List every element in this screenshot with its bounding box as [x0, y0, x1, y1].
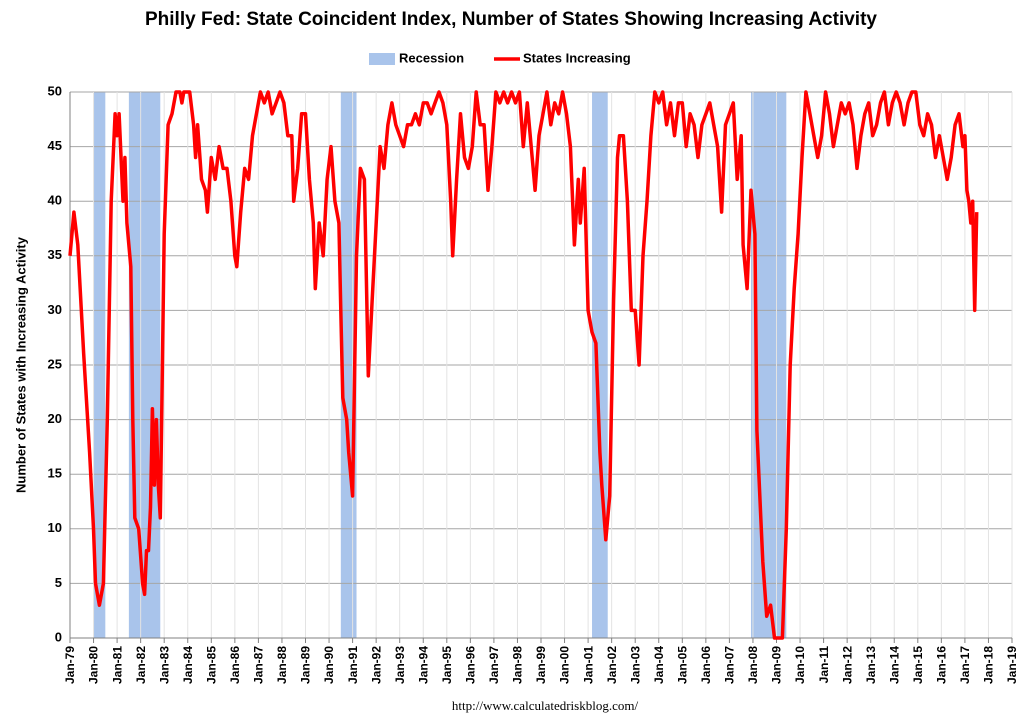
x-tick-label: Jan-86: [228, 646, 242, 684]
y-tick-label: 15: [48, 466, 62, 481]
x-tick-label: Jan-18: [982, 646, 996, 684]
x-tick-label: Jan-84: [181, 646, 195, 684]
x-tick-label: Jan-12: [840, 646, 854, 684]
x-tick-label: Jan-10: [793, 646, 807, 684]
legend-label: States Increasing: [523, 50, 631, 65]
x-tick-label: Jan-98: [511, 646, 525, 684]
y-axis-label: Number of States with Increasing Activit…: [13, 236, 28, 493]
y-tick-label: 0: [55, 629, 62, 644]
x-tick-label: Jan-83: [157, 646, 171, 684]
x-tick-label: Jan-82: [134, 646, 148, 684]
x-tick-label: Jan-14: [887, 646, 901, 684]
x-tick-label: Jan-01: [581, 646, 595, 684]
x-tick-label: Jan-19: [1005, 646, 1019, 684]
x-tick-label: Jan-00: [558, 646, 572, 684]
legend-swatch: [369, 53, 395, 65]
x-tick-label: Jan-07: [723, 646, 737, 684]
legend-label: Recession: [399, 50, 464, 65]
x-tick-label: Jan-90: [322, 646, 336, 684]
chart-title: Philly Fed: State Coincident Index, Numb…: [145, 9, 877, 30]
y-tick-label: 5: [55, 575, 62, 590]
y-tick-label: 50: [48, 83, 62, 98]
x-tick-label: Jan-89: [299, 646, 313, 684]
y-tick-label: 25: [48, 356, 62, 371]
x-tick-label: Jan-81: [110, 646, 124, 684]
x-tick-label: Jan-87: [252, 646, 266, 684]
y-tick-label: 10: [48, 520, 62, 535]
x-tick-label: Jan-92: [369, 646, 383, 684]
y-tick-label: 45: [48, 138, 62, 153]
x-tick-label: Jan-96: [464, 646, 478, 684]
x-tick-label: Jan-99: [534, 646, 548, 684]
y-tick-label: 35: [48, 247, 62, 262]
x-tick-label: Jan-13: [864, 646, 878, 684]
x-tick-label: Jan-88: [275, 646, 289, 684]
x-tick-label: Jan-04: [652, 646, 666, 684]
x-tick-label: Jan-91: [346, 646, 360, 684]
y-tick-label: 40: [48, 193, 62, 208]
x-tick-label: Jan-16: [935, 646, 949, 684]
x-tick-label: Jan-17: [958, 646, 972, 684]
source: http://www.calculatedriskblog.com/: [452, 698, 639, 713]
x-tick-label: Jan-93: [393, 646, 407, 684]
x-tick-label: Jan-15: [911, 646, 925, 684]
x-tick-label: Jan-11: [817, 646, 831, 684]
x-tick-label: Jan-80: [87, 646, 101, 684]
x-tick-label: Jan-06: [699, 646, 713, 684]
y-tick-label: 30: [48, 302, 62, 317]
x-tick-label: Jan-79: [63, 646, 77, 684]
line: [68, 90, 979, 640]
x-tick-label: Jan-08: [746, 646, 760, 684]
x-tick-label: Jan-09: [770, 646, 784, 684]
x-tick-label: Jan-02: [605, 646, 619, 684]
y-tick-label: 20: [48, 411, 62, 426]
x-tick-label: Jan-05: [675, 646, 689, 684]
x-tick-label: Jan-03: [628, 646, 642, 684]
x-tick-label: Jan-95: [440, 646, 454, 684]
x-tick-label: Jan-97: [487, 646, 501, 684]
x-tick-label: Jan-94: [416, 646, 430, 684]
x-tick-label: Jan-85: [204, 646, 218, 684]
